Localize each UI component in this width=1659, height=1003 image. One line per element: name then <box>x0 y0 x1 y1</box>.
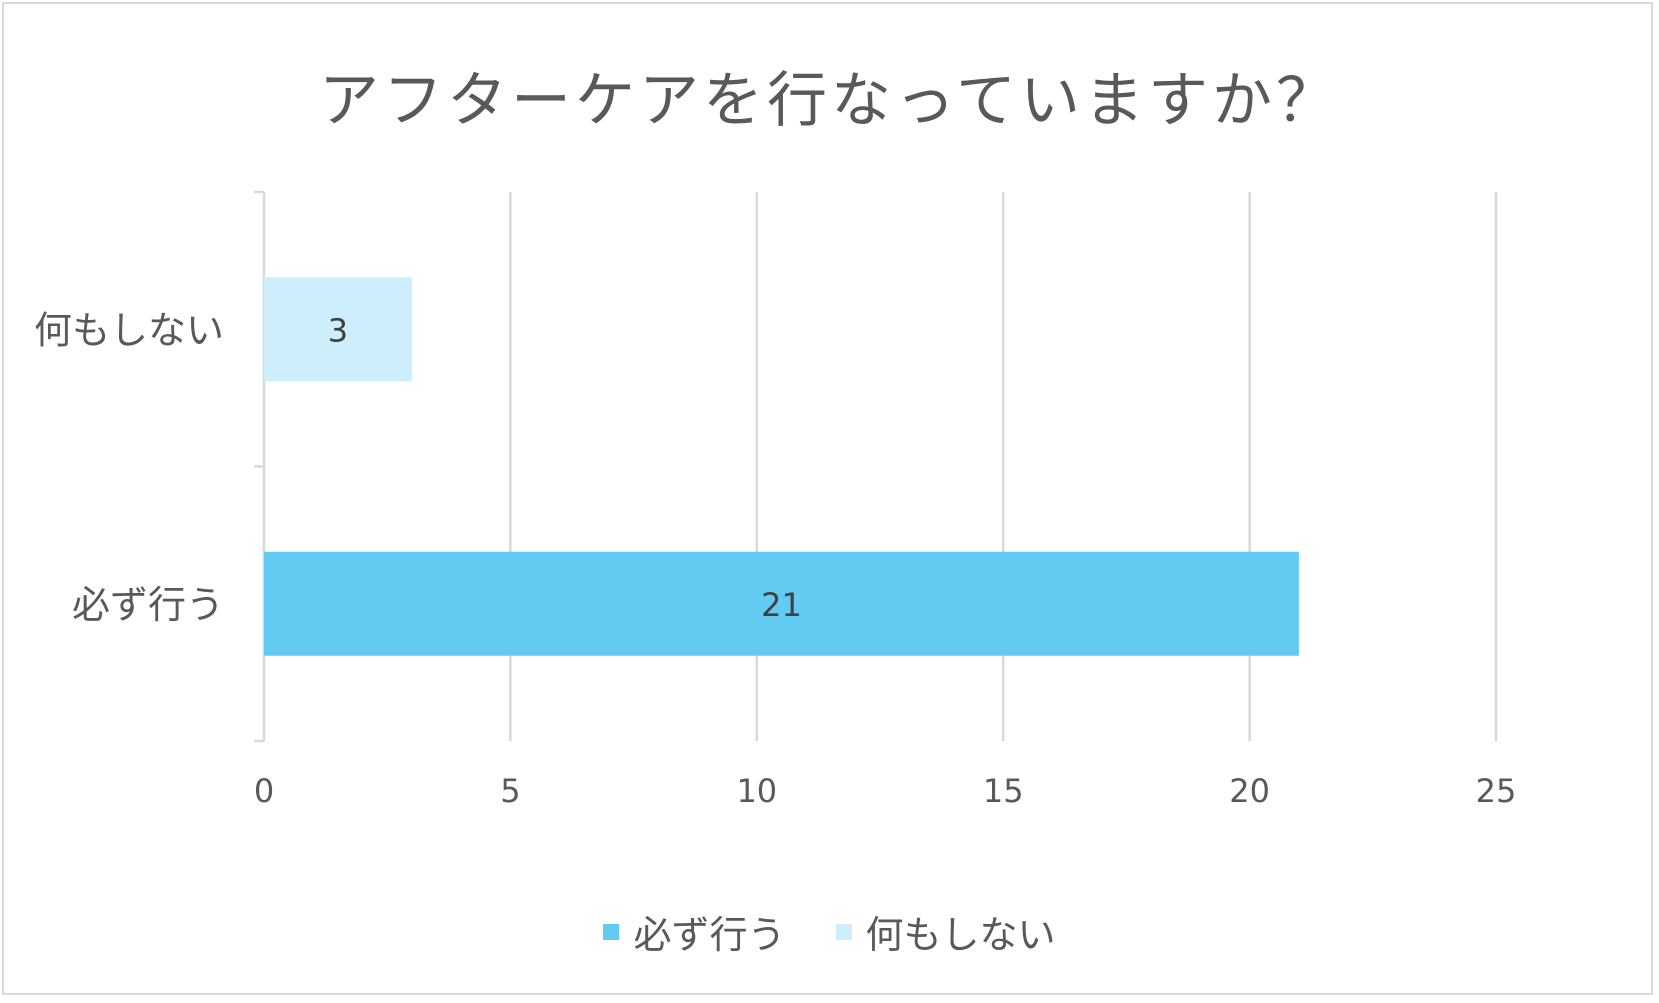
x-tick-label: 5 <box>500 772 520 810</box>
plot-area: 0 5 10 15 20 25 何もしない 3 必ず行う 21 <box>34 190 1517 810</box>
legend-swatch-always <box>603 923 620 940</box>
category-label: 何もしない <box>34 308 224 352</box>
legend-item-nothing: 何もしない <box>835 904 1056 959</box>
data-label: 21 <box>761 586 802 624</box>
x-tick-label: 10 <box>736 772 777 810</box>
x-tick-label: 0 <box>254 772 274 810</box>
bar <box>264 551 1299 656</box>
legend: 必ず行う 何もしない <box>4 904 1655 959</box>
x-tick-label: 20 <box>1229 772 1270 810</box>
x-tick-label: 25 <box>1476 772 1517 810</box>
category-label: 必ず行う <box>72 583 224 627</box>
chart-title: アフターケアを行なっていますか？ <box>319 66 1340 136</box>
x-tick-label: 15 <box>983 772 1024 810</box>
legend-swatch-nothing <box>835 923 852 940</box>
legend-label-nothing: 何もしない <box>865 913 1056 957</box>
data-label: 3 <box>328 311 348 349</box>
legend-item-always: 必ず行う <box>603 904 786 959</box>
legend-label-always: 必ず行う <box>633 913 786 957</box>
bar <box>264 277 412 382</box>
